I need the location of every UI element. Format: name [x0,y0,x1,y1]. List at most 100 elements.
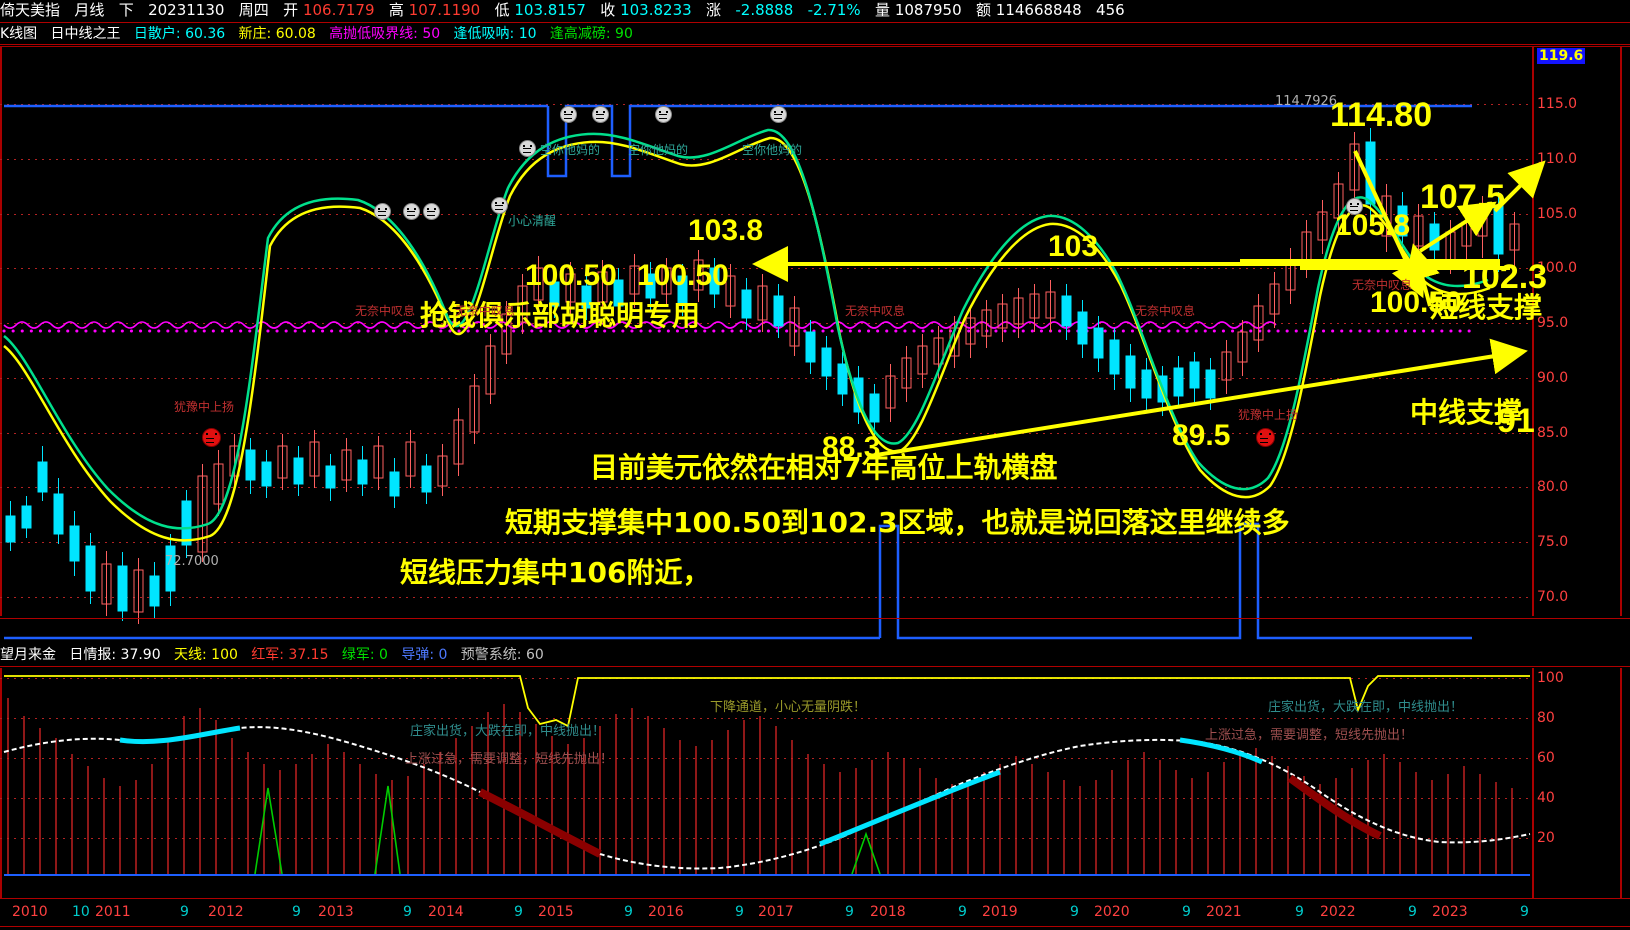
xtick-0: 2010 [12,904,48,920]
annotation-103-8: 103.8 [688,214,764,247]
sub-note-rise-left: 上涨过急，需要调整，短线先抛出！ [405,752,614,767]
gridline-115 [0,104,1532,105]
annotation-102-3: 102.3 [1462,258,1548,296]
newbanker-label: 新庄: [238,26,272,42]
amount-value: 114668848 [995,1,1082,19]
retail-label: 日散户: [133,26,181,42]
xtick-7: 9 [403,904,412,920]
sub-gridline-40 [0,798,1532,799]
sub-gridline-60 [0,758,1532,759]
sub-warn-value: 60 [525,647,544,663]
sub-info-label: 日情报: [69,647,117,663]
kline-label[interactable]: K线图 [0,26,38,42]
x-axis: 2010 10 2011 9 2012 9 2013 9 2014 9 2015… [0,900,1630,926]
face-icon-9 [491,197,508,214]
price-tick-6: 90.0 [1537,370,1569,386]
quote-header-bar: 倚天美指 月线 下 20231130 周四 开 106.7179 高 107.1… [0,0,1630,21]
sub-missile-value: 0 [438,647,448,663]
change-label: 涨 [706,1,722,19]
candlestick-series [5,128,1520,624]
annotation-89-5: 89.5 [1172,419,1231,452]
price-tick-3: 105.0 [1537,206,1578,222]
sub-left-border [0,668,2,898]
header-divider-1 [0,22,1630,23]
note-xiaoxin: 小心清醒 [508,214,557,228]
xtick-10: 2015 [538,904,574,920]
sub-tick-80: 80 [1537,710,1555,726]
sub-red-value: 37.15 [288,647,329,663]
period-label[interactable]: 月线 [74,1,105,19]
high-value: 107.1190 [408,1,481,19]
pane-right-border [1532,46,1534,616]
price-tick-0: 119.6 [1537,48,1586,64]
close-value: 103.8233 [620,1,692,19]
symbol-name[interactable]: 倚天美指 [0,1,61,19]
sub-green-label: 绿军: [341,647,375,663]
face-icon-10 [1346,198,1363,215]
short-support-label: 短线支撑 [1430,291,1543,324]
gridline-75 [0,542,1532,543]
xtick-16: 2018 [870,904,906,920]
annotation-100-50-c: 100.50 [1370,286,1462,319]
gridline-105 [0,214,1532,215]
xtick-19: 9 [1070,904,1079,920]
low-label: 低 [494,1,510,19]
xtick-22: 2021 [1206,904,1242,920]
change-value: -2.8888 [735,1,794,19]
sub-series-canvas [3,675,1531,876]
xtick-17: 9 [958,904,967,920]
header-divider-2 [0,44,1630,45]
note-kong-2: 空你他妈的 [628,143,689,157]
gridline-70 [0,597,1532,598]
annotation-103: 103 [1048,230,1099,263]
sub-note-rise-right: 上涨过急，需要调整，短线先抛出！ [1205,728,1414,743]
sub-indicator-chart[interactable]: 100 80 60 40 20 [0,668,1630,898]
main-price-chart[interactable]: 119.6 115.0 110.0 105.0 100.0 95.0 90.0 … [0,46,1630,640]
amount-label: 额 [976,1,992,19]
annotation-91: 91 [1497,402,1535,440]
note-kong-1: 空你他妈的 [540,143,601,157]
xtick-23: 9 [1295,904,1304,920]
xtick-1: 10 [72,904,90,920]
sub-note-dump-left: 庄家出货，大跌在即，中线抛出！ [410,724,606,739]
annotation-105-8: 105.8 [1335,209,1411,242]
note-youyu-2: 犹豫中上扬 [1238,408,1299,422]
gridline-110 [0,159,1532,160]
sky-line [4,675,1530,728]
gridline-95 [0,323,1532,324]
face-icon-3 [592,106,609,123]
change-pct: -2.71% [807,1,861,19]
xtick-25: 9 [1408,904,1417,920]
xtick-5: 9 [292,904,301,920]
xtick-8: 2014 [428,904,464,920]
intel-line [3,726,1531,870]
xtick-6: 2013 [318,904,354,920]
pane-far-right-border [1620,46,1622,616]
green-army-line [254,785,881,875]
xtick-18: 2019 [982,904,1018,920]
watermark-text: 抢钱俱乐部胡聪明专用 [420,299,701,332]
sellhigh-value: 90 [615,26,633,42]
retail-value: 60.36 [185,26,226,42]
sub-indicator-name[interactable]: 望月来金 [0,647,56,663]
volume-value: 1087950 [894,1,962,19]
sub-right-border [1532,668,1534,898]
commentary-line-2: 短期支撑集中100.50到102.3区域，也就是说回落这里继续多 [505,506,1290,539]
xtick-24: 2022 [1320,904,1356,920]
sub-info-value: 37.90 [120,647,161,663]
xtick-15: 9 [845,904,854,920]
indicator-header-bar: K线图 日中线之王 日散户: 60.36 新庄: 60.08 高抛低吸界线: 5… [0,24,1630,44]
annotation-100-50-a: 100.50 [525,259,617,292]
xaxis-bottom-border [0,926,1630,927]
price-tick-1: 115.0 [1537,96,1578,112]
blue-channel [4,104,1472,640]
sub-warn-label: 预警系统: [460,647,522,663]
extra-value: 456 [1096,1,1125,19]
red-army-band [478,774,1382,858]
indicator-name[interactable]: 日中线之王 [50,26,121,42]
face-icon-6 [374,203,391,220]
annotation-88-3: 88.3 [822,431,881,464]
sub-tick-100: 100 [1537,670,1564,686]
hl-line-value: 50 [422,26,441,42]
red-histogram [7,698,1513,874]
